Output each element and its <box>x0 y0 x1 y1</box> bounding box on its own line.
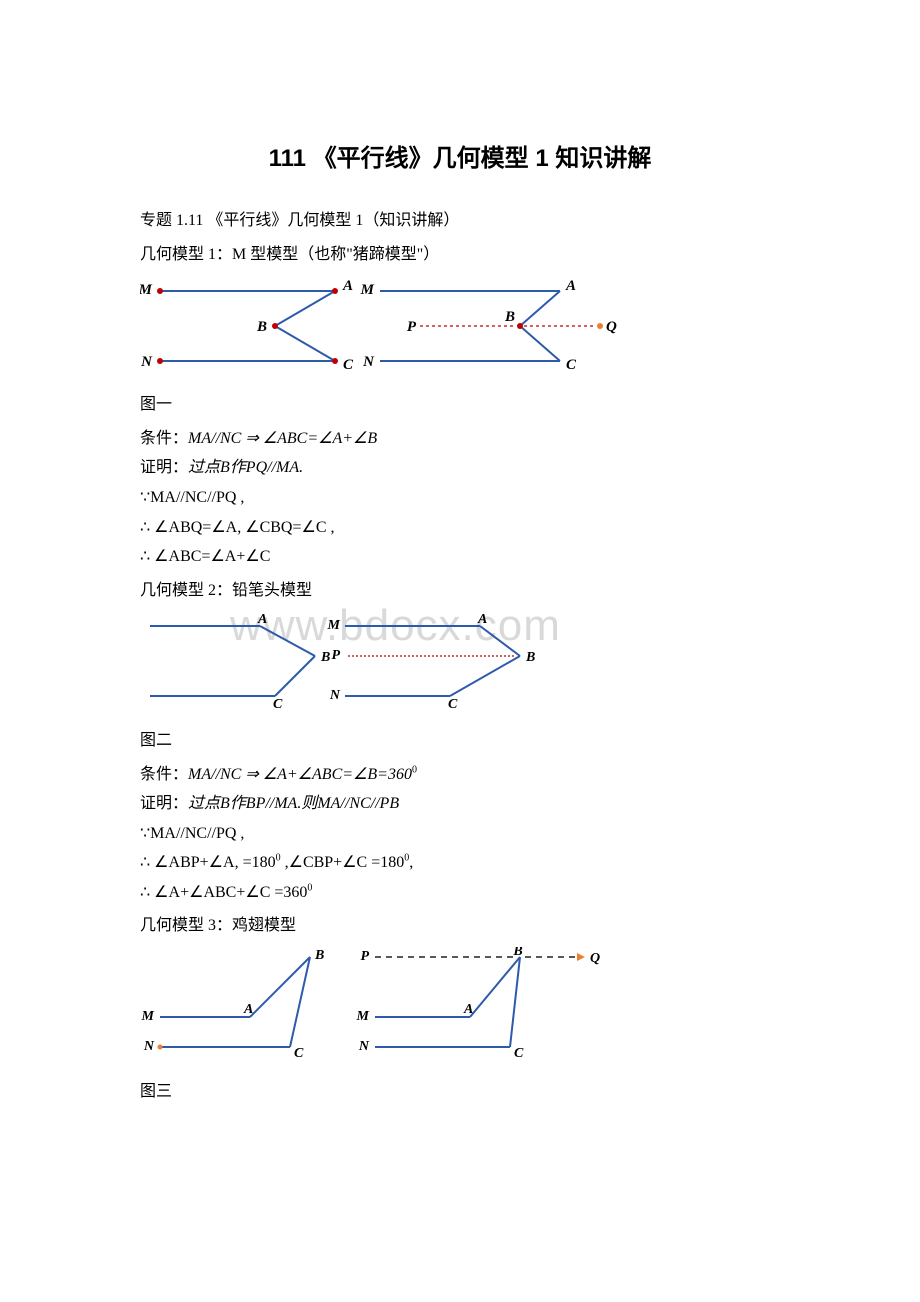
intro-line-2: 几何模型 1：M 型模型（也称"猪蹄模型"） <box>140 242 780 268</box>
cond-math: MA//NC ⇒ ∠ABC=∠A+∠B <box>188 430 377 447</box>
svg-text:C: C <box>514 1046 524 1061</box>
svg-text:M: M <box>327 618 341 633</box>
model2-proof-2: ∵MA//NC//PQ , <box>140 821 780 847</box>
svg-text:C: C <box>273 697 283 711</box>
intro-line-4: 几何模型 3：鸡翅模型 <box>140 913 780 939</box>
svg-text:B: B <box>314 948 324 963</box>
svg-text:N: N <box>362 354 375 370</box>
figure-1-caption: 图一 <box>140 392 780 418</box>
model2-proof-4: ∴ ∠A+∠ABC+∠C =3600 <box>140 880 780 906</box>
proof-label: 证明： <box>140 459 188 476</box>
svg-text:C: C <box>294 1046 304 1061</box>
intro-line-1: 专题 1.11 《平行线》几何模型 1（知识讲解） <box>140 208 780 234</box>
model1-proof-3: ∴ ∠ABQ=∠A, ∠CBQ=∠C , <box>140 515 780 541</box>
figure-1-svg: M A B N C M A P B Q N C <box>140 276 620 376</box>
cond-label: 条件： <box>140 430 188 447</box>
svg-text:B: B <box>504 309 515 325</box>
svg-text:N: N <box>329 688 341 703</box>
cond-math: MA//NC ⇒ ∠A+∠ABC=∠B=360 <box>188 766 412 783</box>
svg-text:M: M <box>141 1009 155 1024</box>
svg-text:M: M <box>360 282 375 298</box>
model1-proof-4: ∴ ∠ABC=∠A+∠C <box>140 544 780 570</box>
svg-text:A: A <box>257 612 267 627</box>
svg-text:C: C <box>343 357 354 373</box>
svg-text:A: A <box>243 1002 253 1017</box>
svg-text:N: N <box>358 1039 370 1054</box>
proof-math: 过点B作BP//MA.则MA//NC//PB <box>188 795 399 812</box>
svg-text:M: M <box>140 282 153 298</box>
svg-text:B: B <box>525 650 535 665</box>
model2-proof-3: ∴ ∠ABP+∠A, =1800 ,∠CBP+∠C =1800, <box>140 850 780 876</box>
model2-condition: 条件：MA//NC ⇒ ∠A+∠ABC=∠B=3600 <box>140 762 780 788</box>
proof-math: 过点B作PQ//MA. <box>188 459 303 476</box>
svg-text:Q: Q <box>590 951 600 966</box>
figure-2-caption: 图二 <box>140 728 780 754</box>
svg-text:M: M <box>356 1009 370 1024</box>
intro-line-3: 几何模型 2：铅笔头模型 <box>140 578 780 604</box>
svg-text:N: N <box>143 1039 155 1054</box>
model1-proof-1: 证明：过点B作PQ//MA. <box>140 455 780 481</box>
proof-label: 证明： <box>140 795 188 812</box>
svg-text:Q: Q <box>606 319 617 335</box>
svg-text:P: P <box>331 648 340 663</box>
svg-text:A: A <box>477 612 487 627</box>
page-title: 111 《平行线》几何模型 1 知识讲解 <box>140 140 780 178</box>
figure-2-svg: A B C M A P B N C <box>140 611 570 711</box>
model1-proof-2: ∵MA//NC//PQ , <box>140 485 780 511</box>
model2-proof-1: 证明：过点B作BP//MA.则MA//NC//PB <box>140 791 780 817</box>
svg-text:C: C <box>448 697 458 711</box>
figure-3-svg: B M A N C P B Q M A N C <box>140 947 610 1062</box>
svg-text:B: B <box>256 319 267 335</box>
svg-text:A: A <box>463 1002 473 1017</box>
figure-3-caption: 图三 <box>140 1079 780 1105</box>
svg-text:P: P <box>360 949 369 964</box>
svg-text:P: P <box>407 319 417 335</box>
figure-2: www.bdocx.com A B C M A P B N C <box>140 611 780 720</box>
svg-text:C: C <box>566 357 577 373</box>
cond-label: 条件： <box>140 766 188 783</box>
svg-text:B: B <box>512 947 522 959</box>
svg-text:B: B <box>320 650 330 665</box>
figure-3: B M A N C P B Q M A N C <box>140 947 780 1071</box>
model1-condition: 条件：MA//NC ⇒ ∠ABC=∠A+∠B <box>140 426 780 452</box>
figure-1: M A B N C M A P B Q N C <box>140 276 780 385</box>
svg-text:A: A <box>565 278 576 294</box>
svg-text:N: N <box>140 354 153 370</box>
svg-text:A: A <box>342 278 353 294</box>
